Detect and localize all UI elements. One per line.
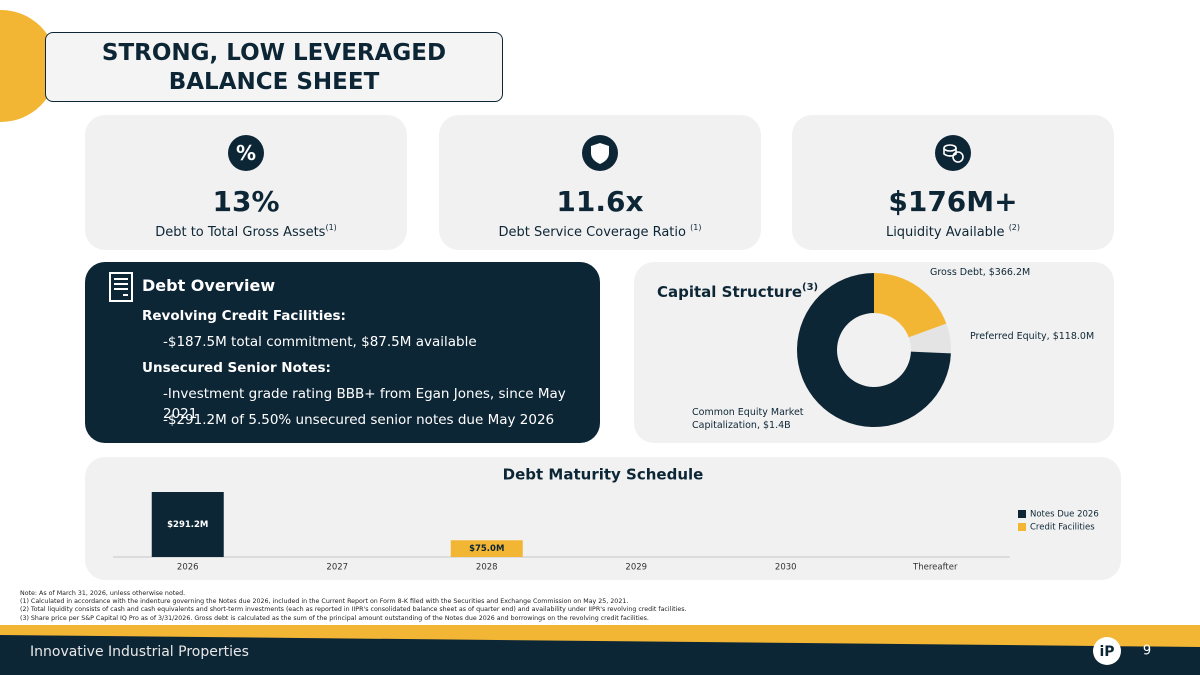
- kpi-label-text: Liquidity Available: [885, 225, 1005, 240]
- coins-icon: [943, 144, 964, 163]
- footer: Innovative Industrial Properties iP 9: [0, 625, 1200, 675]
- debt-maturity-panel: Debt Maturity Schedule 2026 2027 2028 2029 20…: [85, 457, 1121, 580]
- company-name: Innovative Industrial Properties: [30, 644, 249, 660]
- overview-line: -$291.2M of 5.50% unsecured senior notes…: [163, 412, 555, 428]
- kpi-label: Debt Service Coverage Ratio (1): [439, 223, 761, 240]
- kpi-card: $176M+ Liquidity Available (2): [792, 115, 1114, 250]
- footnotes: Note: As of March 31, 2026, unless other…: [20, 590, 687, 623]
- x-tick-label: 2030: [775, 563, 797, 573]
- title-note: (3): [802, 282, 818, 293]
- value-label: $75.0M: [469, 544, 504, 554]
- legend-label: Credit Facilities: [1030, 523, 1095, 533]
- x-tick-label: 2028: [476, 563, 498, 573]
- kpi-note: (1): [690, 223, 702, 232]
- x-tick-label: Thereafter: [912, 563, 958, 573]
- chart-title: Debt Maturity Schedule: [503, 466, 704, 484]
- pie-slice: [797, 273, 951, 427]
- bar: [151, 492, 224, 557]
- pie-slice: [908, 323, 951, 354]
- pie-slice: [874, 273, 947, 338]
- kpi-card: 11.6x Debt Service Coverage Ratio (1): [439, 115, 761, 250]
- shield-icon: [591, 143, 609, 164]
- slice-label: Gross Debt, $366.2M: [930, 267, 1031, 278]
- slice-label: Common Equity Market Capitalization, $1.…: [692, 407, 804, 431]
- debt-overview: Debt Overview Revolving Credit Facilitie…: [85, 262, 600, 443]
- kpi-value: 11.6x: [556, 185, 644, 218]
- kpi-label-text: Debt to Total Gross Assets: [155, 225, 326, 240]
- bar-chart: Debt Maturity Schedule 2026 2027 2028 2029 20…: [113, 466, 1099, 573]
- footnote: (2) Total liquidity consists of cash and…: [20, 606, 687, 614]
- legend-swatch: [1018, 523, 1026, 531]
- overview-line: -Investment grade rating BBB+ from Egan …: [163, 386, 566, 422]
- kpi-note: (2): [1008, 223, 1021, 232]
- slice-label: Preferred Equity, $118.0M: [970, 331, 1095, 342]
- overview-line: -$187.5M total commitment, $87.5M availa…: [163, 334, 477, 350]
- title-line: BALANCE SHEET: [168, 69, 380, 95]
- slice-label-box: Preferred Equity, $118.0M: [970, 331, 1095, 342]
- x-tick-label: 2027: [326, 563, 348, 573]
- capital-structure-panel: Capital Structure(3) Gross Debt, $366.2M P…: [634, 262, 1114, 443]
- value-label: $291.2M: [167, 520, 208, 530]
- kpi-label: Liquidity Available (2): [792, 223, 1114, 240]
- x-tick-label: 2026: [177, 563, 199, 573]
- kpi-icon: [935, 135, 971, 171]
- kpi-icon: %: [228, 135, 264, 171]
- x-tick-label: 2029: [625, 563, 647, 573]
- kpi-value: $176M+: [888, 185, 1018, 218]
- footnote: (1) Calculated in accordance with the in…: [20, 598, 629, 606]
- document-icon: [109, 272, 133, 302]
- legend-label: Notes Due 2026: [1030, 510, 1099, 520]
- chart-title-text: Capital Structure: [657, 283, 802, 301]
- kpi-card: % 13% Debt to Total Gross Assets(1): [85, 115, 407, 250]
- logo: iP: [1099, 644, 1114, 660]
- kpi-icon: [582, 135, 618, 171]
- page-number: 9: [1143, 644, 1151, 659]
- kpi-label-text: Debt Service Coverage Ratio: [498, 225, 686, 240]
- overview-body: Revolving Credit Facilities: -$187.5M tot…: [142, 306, 600, 436]
- overview-title: Debt Overview: [142, 276, 276, 295]
- title-box: STRONG, LOW LEVERAGED BALANCE SHEET: [45, 32, 503, 102]
- slice-label-box: Common Equity Market Capitalization, $1.…: [692, 407, 804, 431]
- footnote: Note: As of March 31, 2026, unless other…: [20, 590, 186, 597]
- kpi-value: 13%: [212, 185, 280, 218]
- pie-chart: Capital Structure(3) Gross Debt, $366.2M P…: [657, 267, 1095, 431]
- overview-heading: Unsecured Senior Notes:: [142, 360, 331, 376]
- kpi-note: (1): [325, 223, 337, 232]
- overview-heading: Revolving Credit Facilities:: [142, 308, 346, 324]
- kpi-label: Debt to Total Gross Assets(1): [85, 223, 407, 240]
- chart-title: Capital Structure(3): [657, 282, 818, 301]
- footnote: (3) Share price per S&P Capital IQ Pro a…: [20, 614, 649, 622]
- slice-label-box: Gross Debt, $366.2M: [930, 267, 1031, 278]
- legend-swatch: [1018, 510, 1026, 518]
- bar: [450, 540, 523, 557]
- title-line: STRONG, LOW LEVERAGED: [101, 40, 447, 66]
